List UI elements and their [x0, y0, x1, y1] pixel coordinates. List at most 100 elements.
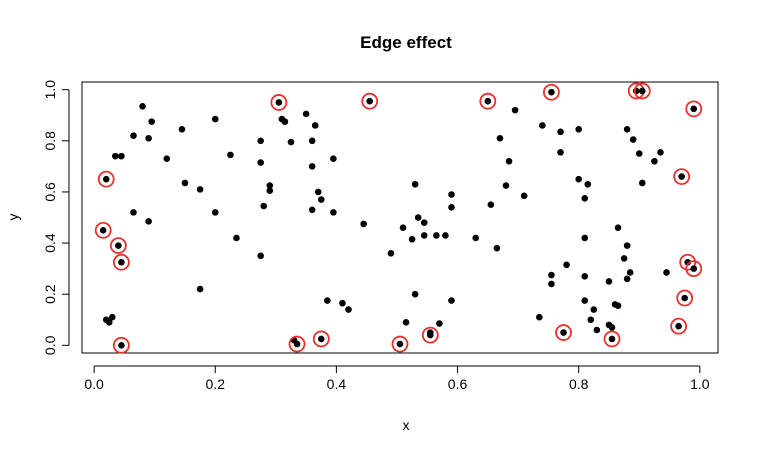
x-tick-label: 0.8	[569, 376, 589, 392]
data-point	[626, 269, 634, 276]
data-point	[623, 242, 631, 249]
edge-highlight-ring	[94, 221, 112, 239]
edge-data-point	[115, 242, 122, 249]
data-point	[257, 137, 264, 145]
edge-highlight-ring	[270, 94, 288, 111]
edge-data-point	[681, 294, 688, 302]
plot-area-frame	[81, 81, 719, 354]
data-point	[581, 234, 589, 242]
data-point	[448, 191, 455, 198]
data-point	[581, 195, 589, 202]
edge-highlight-ring	[109, 237, 127, 255]
edge-data-point	[560, 329, 567, 336]
data-point	[387, 249, 395, 257]
data-point	[181, 179, 189, 187]
edge-highlight-ring	[555, 324, 572, 341]
data-point	[163, 155, 171, 162]
edge-highlight-ring	[685, 260, 703, 278]
data-point	[635, 150, 643, 157]
y-tick-label: 0.0	[42, 335, 58, 355]
data-point	[139, 102, 146, 110]
edge-data-point	[118, 258, 125, 266]
data-point	[575, 175, 582, 183]
edge-data-point	[548, 88, 555, 96]
edge-data-point	[366, 97, 374, 105]
data-point	[314, 188, 322, 196]
x-axis: 0.0 0.2 0.4 0.6 0.8 1.0	[84, 365, 710, 392]
data-point	[563, 261, 570, 269]
data-point	[257, 159, 264, 166]
data-point	[581, 297, 589, 304]
data-point	[196, 285, 204, 293]
x-tick-label: 0.6	[448, 376, 468, 392]
data-point	[472, 234, 480, 242]
data-point	[657, 149, 664, 156]
x-tick-label: 0.2	[206, 376, 226, 392]
highlight-layer	[94, 82, 703, 354]
edge-highlight-ring	[670, 317, 688, 335]
edge-data-point	[275, 99, 283, 106]
y-axis-label: y	[5, 214, 21, 221]
data-point	[211, 115, 219, 123]
data-point	[623, 275, 631, 283]
edge-highlight-ring	[112, 253, 130, 271]
data-point	[411, 290, 419, 298]
data-point	[623, 125, 631, 133]
data-point	[130, 132, 137, 139]
data-point	[260, 202, 268, 210]
data-point	[493, 244, 501, 252]
edge-highlight-ring	[633, 82, 651, 100]
data-point	[436, 320, 443, 327]
data-point	[448, 203, 455, 211]
edge-highlight-ring	[479, 92, 497, 110]
data-point	[402, 319, 410, 326]
data-point	[502, 182, 510, 189]
data-point	[605, 278, 613, 285]
data-point	[496, 134, 504, 142]
data-point	[593, 326, 601, 334]
data-point	[112, 152, 119, 160]
edge-highlight-ring	[361, 92, 379, 110]
edge-data-point	[608, 335, 616, 343]
edge-data-point	[678, 173, 685, 180]
data-point	[539, 122, 546, 129]
edge-data-point	[690, 265, 698, 272]
data-point	[308, 206, 316, 214]
data-point	[266, 182, 274, 189]
x-tick-label: 1.0	[690, 376, 710, 392]
edge-highlight-ring	[685, 100, 703, 118]
data-point	[584, 180, 592, 188]
data-point	[308, 137, 316, 145]
data-point	[211, 209, 219, 216]
data-point	[614, 302, 622, 310]
edge-data-point	[484, 97, 492, 105]
data-point	[399, 224, 407, 232]
x-tick-label: 0.0	[84, 376, 104, 392]
data-point	[308, 163, 316, 170]
data-point	[487, 201, 495, 209]
edge-data-point	[675, 322, 682, 330]
points-layer	[102, 102, 670, 344]
data-point	[548, 271, 555, 279]
data-point	[581, 273, 589, 280]
data-point	[511, 106, 519, 114]
edge-highlight-ring	[112, 336, 130, 354]
data-point	[548, 280, 555, 288]
data-point	[102, 316, 110, 324]
data-point	[196, 186, 204, 193]
edge-highlight-ring	[391, 335, 409, 353]
data-point	[178, 125, 186, 133]
edge-data-point	[102, 175, 110, 183]
edge-highlight-ring	[288, 335, 306, 353]
data-point	[302, 110, 310, 118]
edge-highlight-ring	[679, 253, 697, 271]
y-tick-label: 0.4	[42, 233, 58, 253]
edge-data-point	[99, 226, 107, 234]
data-point	[227, 151, 234, 159]
data-point	[651, 157, 658, 165]
data-point	[233, 234, 240, 242]
edge-highlight-ring	[421, 326, 439, 344]
edge-data-point	[317, 335, 325, 343]
y-axis: 0.0 0.2 0.4 0.6 0.8 1.0	[42, 80, 70, 355]
data-point	[448, 297, 455, 304]
